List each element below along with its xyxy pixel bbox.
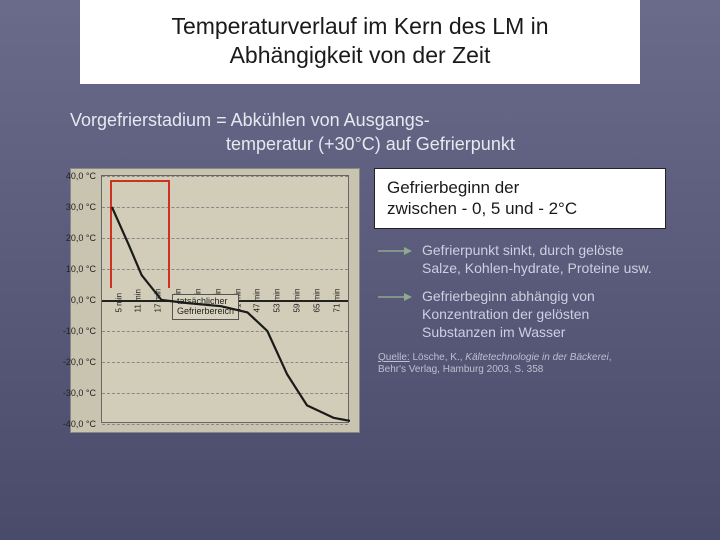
citation: Quelle: Lösche, K., Kältetechnologie in … <box>378 352 632 377</box>
temperature-chart: 40,0 °C30,0 °C20,0 °C10,0 °C0,0 °C-10,0 … <box>70 168 360 433</box>
y-tick-label: 0,0 °C <box>71 295 96 305</box>
arrow-right-icon <box>378 245 412 257</box>
arrow-right-icon <box>378 291 412 303</box>
y-tick-label: -20,0 °C <box>63 357 96 367</box>
note-2: Gefrierbeginn abhängig von Konzentration… <box>378 287 666 342</box>
citation-italic: Kältetechnologie in der Bäckerei <box>465 352 608 363</box>
content-row: 40,0 °C30,0 °C20,0 °C10,0 °C0,0 °C-10,0 … <box>70 168 700 433</box>
citation-label: Quelle: <box>378 352 410 363</box>
y-tick-label: 30,0 °C <box>66 202 96 212</box>
subtitle-indent: temperatur (+30°C) auf Gefrierpunkt <box>226 132 650 156</box>
y-tick-label: 20,0 °C <box>66 233 96 243</box>
citation-rest: Lösche, K., <box>410 352 466 363</box>
title-line-2: Abhängigkeit von der Zeit <box>230 42 491 68</box>
subtitle-prefix: Vorgefrierstadium = Abkühlen von Ausgang… <box>70 110 430 130</box>
box1-line1: Gefrierbeginn der <box>387 178 519 197</box>
note-1: Gefrierpunkt sinkt, durch gelöste Salze,… <box>378 241 666 277</box>
freezing-start-box: Gefrierbeginn der zwischen - 0, 5 und - … <box>374 168 666 229</box>
box1-line2: zwischen - 0, 5 und - 2°C <box>387 199 577 218</box>
y-tick-label: -10,0 °C <box>63 326 96 336</box>
right-column: Gefrierbeginn der zwischen - 0, 5 und - … <box>374 168 700 433</box>
temperature-curve <box>102 176 350 424</box>
y-tick-label: 40,0 °C <box>66 171 96 181</box>
title-line-1: Temperaturverlauf im Kern des LM in <box>171 13 548 39</box>
slide-title: Temperaturverlauf im Kern des LM in Abhä… <box>80 0 640 84</box>
y-tick-label: -30,0 °C <box>63 388 96 398</box>
note-1-text: Gefrierpunkt sinkt, durch gelöste Salze,… <box>422 241 666 277</box>
note-2-text: Gefrierbeginn abhängig von Konzentration… <box>422 287 666 342</box>
y-tick-label: 10,0 °C <box>66 264 96 274</box>
subtitle: Vorgefrierstadium = Abkühlen von Ausgang… <box>70 108 650 157</box>
y-tick-label: -40,0 °C <box>63 419 96 429</box>
